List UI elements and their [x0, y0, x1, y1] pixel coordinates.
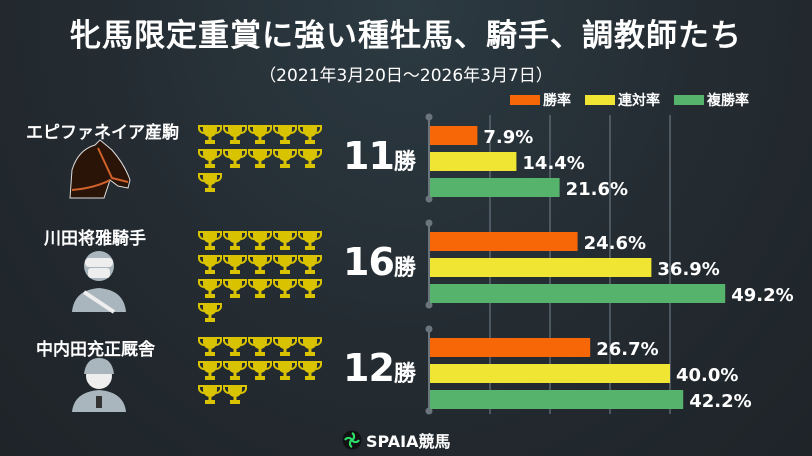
trainer-icon [72, 358, 126, 412]
wins-suffix: 勝 [393, 256, 416, 281]
trophy-icon [198, 385, 222, 404]
trophy-icon [223, 125, 247, 144]
wins-number: 11 [343, 134, 395, 178]
data-label: 26.7% [596, 339, 658, 360]
trophy-icon [298, 125, 322, 144]
data-label: 36.9% [657, 259, 719, 280]
trophy-icon [198, 303, 222, 322]
data-label: 49.2% [731, 285, 793, 306]
trophy-icon [273, 231, 297, 250]
category-label: 川田将雅騎手 [44, 229, 146, 249]
jockey-icon [72, 251, 126, 314]
legend-item: 勝率 [510, 90, 571, 110]
legend-swatch [510, 95, 540, 105]
trophy-icon [273, 255, 297, 274]
wins-suffix: 勝 [393, 150, 416, 175]
wins-count: 16勝 [343, 240, 416, 284]
trophy-icon [198, 255, 222, 274]
wins-number: 16 [343, 240, 395, 284]
trophy-icon [223, 385, 247, 404]
trophy-icon [248, 149, 272, 168]
axis-dot [425, 195, 433, 203]
category-label: 中内田充正厩舎 [36, 340, 155, 360]
bar [430, 284, 726, 303]
wins-count: 11勝 [343, 134, 416, 178]
trophy-icon [248, 231, 272, 250]
trophy-icon [298, 231, 322, 250]
trophy-icon [273, 279, 297, 298]
legend: 勝率 連対率 複勝率 [510, 90, 749, 110]
horse-icon [69, 139, 131, 199]
trophy-icon [223, 361, 247, 380]
trophy-icon [223, 255, 247, 274]
data-label: 14.4% [522, 153, 584, 174]
trophy-icon [248, 255, 272, 274]
axis-dot [425, 113, 433, 121]
trophy-icon [223, 337, 247, 356]
trophy-icon [198, 231, 222, 250]
legend-swatch [674, 95, 704, 105]
axis-dot [425, 301, 433, 309]
bar [430, 152, 517, 171]
legend-swatch [585, 95, 615, 105]
bar [430, 126, 478, 145]
axis-dot [425, 325, 433, 333]
trophy-icon [223, 149, 247, 168]
trophy-icon [198, 125, 222, 144]
trophy-icon [298, 337, 322, 356]
legend-label: 勝率 [543, 93, 571, 109]
bar [430, 178, 560, 197]
legend-item: 連対率 [585, 90, 660, 110]
data-label: 40.0% [676, 365, 738, 386]
bar [430, 232, 578, 251]
spaia-logo-icon [342, 430, 362, 450]
trophy-icon [248, 125, 272, 144]
trophy-icon [248, 337, 272, 356]
trophy-icon [273, 149, 297, 168]
legend-label: 複勝率 [707, 93, 749, 109]
brand-logo: SPAIA競馬 [342, 428, 451, 452]
bar [430, 258, 652, 277]
trophy-icon [248, 279, 272, 298]
trophy-icon [223, 231, 247, 250]
data-label: 21.6% [566, 179, 628, 200]
trophy-icon [273, 337, 297, 356]
trophy-icon [298, 255, 322, 274]
bar [430, 338, 591, 357]
page-title: 牝馬限定重賞に強い種牡馬、騎手、調教師たち [70, 18, 742, 54]
legend-item: 複勝率 [674, 90, 749, 110]
bar [430, 390, 684, 409]
trophy-icon [198, 279, 222, 298]
trophy-icon [298, 279, 322, 298]
trophy-icon [198, 149, 222, 168]
data-label: 42.2% [689, 391, 751, 412]
trophy-icon [198, 173, 222, 192]
bar [430, 364, 670, 383]
trophy-icon [198, 361, 222, 380]
legend-label: 連対率 [618, 93, 660, 109]
wins-count: 12勝 [343, 346, 416, 390]
trophy-icon [198, 337, 222, 356]
trophy-icon [248, 361, 272, 380]
data-label: 7.9% [483, 127, 533, 148]
wins-number: 12 [343, 346, 395, 390]
trophy-icon [298, 361, 322, 380]
trophy-icon [273, 361, 297, 380]
data-label: 24.6% [584, 233, 646, 254]
axis-dot [425, 219, 433, 227]
axis-dot [425, 407, 433, 415]
wins-suffix: 勝 [393, 362, 416, 387]
category-label: エピファネイア産駒 [26, 123, 179, 143]
trophy-icon [298, 149, 322, 168]
trophy-icon [223, 279, 247, 298]
trophy-icon [273, 125, 297, 144]
date-range: （2021年3月20日～2026年3月7日） [259, 66, 553, 86]
